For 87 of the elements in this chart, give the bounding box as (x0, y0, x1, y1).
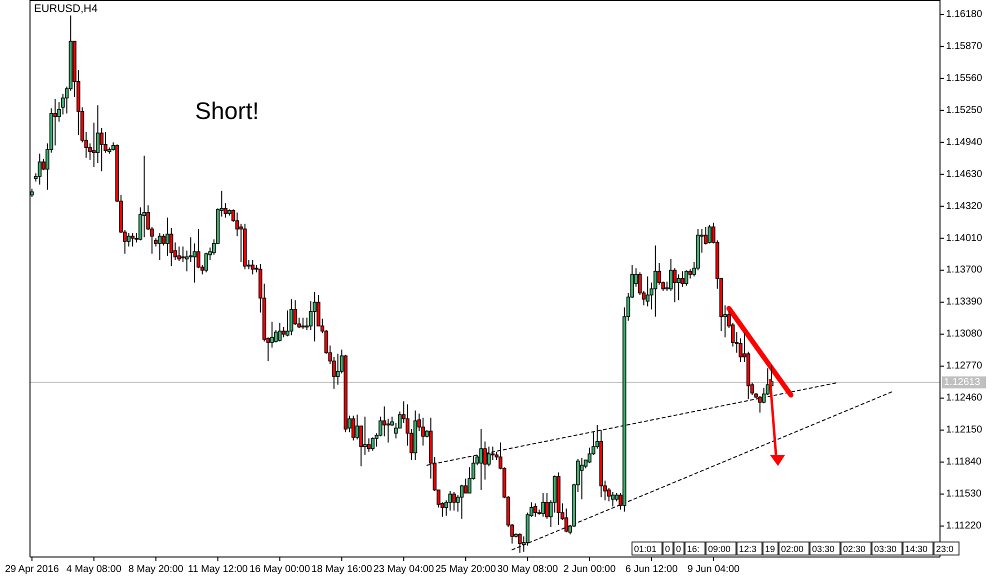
candlestick (126, 232, 131, 248)
annotation: 12:3 (739, 544, 757, 554)
y-tick-label: 1.13390 (946, 296, 983, 308)
candlestick (460, 484, 464, 520)
candlestick (181, 246, 185, 262)
candlestick (448, 490, 452, 512)
x-tick-label: 16 May 00:00 (249, 564, 310, 575)
annotation: 01:01 (634, 544, 657, 554)
candlestick (370, 436, 375, 452)
candlestick (758, 396, 762, 414)
x-tick-label: 4 May 08:00 (66, 564, 122, 575)
candlestick (580, 457, 584, 500)
candlestick (53, 98, 58, 146)
candlestick (708, 224, 712, 244)
x-tick-label: 29 Apr 2016 (4, 564, 60, 575)
annotation: Short! (195, 98, 260, 125)
y-tick-label: 1.15870 (946, 40, 983, 52)
x-tick-label: 23 May 04:00 (373, 564, 434, 575)
candlestick (676, 274, 680, 301)
annotation: 19 (765, 544, 776, 554)
y-tick-label: 1.12460 (946, 392, 983, 404)
candlestick (166, 217, 170, 256)
y-tick-label: 1.12770 (946, 360, 983, 372)
candlestick (464, 478, 468, 494)
annotation: 03:30 (874, 544, 897, 554)
x-tick-label: 25 May 20:00 (435, 564, 496, 575)
y-tick-label: 1.14630 (946, 168, 983, 180)
candlestick (142, 155, 146, 238)
candlestick (490, 446, 495, 461)
y-tick-label: 1.15560 (946, 72, 983, 84)
y-tick-label: 1.15250 (946, 104, 983, 116)
candlestick (162, 234, 166, 246)
candlestick (301, 317, 305, 330)
y-tick-label: 1.11220 (946, 520, 982, 532)
annotation: 0 (665, 544, 670, 554)
candlestick (290, 298, 294, 336)
candlestick (638, 272, 642, 296)
chart-title: EURUSD,H4 (34, 3, 98, 15)
candlestick (386, 418, 390, 444)
candlestick (654, 244, 658, 318)
y-tick-label: 1.16180 (946, 8, 983, 20)
candlestick (533, 502, 538, 518)
y-tick-label: 1.14010 (946, 232, 983, 244)
candlestick (351, 415, 356, 441)
candlestick (684, 270, 688, 286)
candlestick (452, 492, 456, 512)
annotation: 02:00 (781, 544, 804, 554)
x-tick-label: 30 May 08:00 (497, 564, 558, 575)
candlestick (672, 268, 677, 303)
annotation: 0 (676, 544, 682, 554)
x-tick-label: 2 Jun 00:00 (563, 564, 616, 575)
y-tick-label: 1.14940 (946, 136, 983, 148)
candlestick (282, 326, 286, 338)
x-tick-label: 8 May 20:00 (128, 564, 184, 575)
x-tick-label: 11 May 12:00 (188, 564, 248, 575)
candlestick (646, 276, 650, 307)
annotation: 02:30 (843, 544, 866, 554)
y-tick-label: 1.13700 (946, 264, 983, 276)
x-tick-label: 18 May 16:00 (311, 564, 372, 575)
candlestick (545, 492, 549, 520)
candlestick (38, 153, 42, 186)
candlestick (250, 259, 255, 275)
candlestick (92, 122, 96, 168)
candlestick (479, 428, 483, 490)
candlestick (177, 246, 181, 262)
candlestick (278, 322, 282, 342)
annotation: 23:0 (936, 544, 954, 554)
y-tick-label: 1.11530 (946, 488, 982, 500)
candlestick (421, 417, 425, 446)
candlestick (158, 232, 162, 260)
y-tick-label: 1.13080 (946, 328, 983, 340)
annotation: 14:30 (905, 544, 928, 554)
annotation: 09:00 (708, 544, 731, 554)
x-tick-label: 6 Jun 12:00 (625, 564, 678, 575)
annotation: 03:30 (812, 544, 835, 554)
y-tick-label: 1.12150 (946, 424, 983, 436)
candlestick (610, 492, 615, 507)
candlestick (363, 416, 367, 456)
annotation: 16: (687, 544, 700, 554)
candlestick (336, 353, 340, 386)
x-tick-label: 9 Jun 04:00 (687, 564, 740, 575)
y-tick-label: 1.14320 (946, 200, 983, 212)
ref-line-label: 1.12613 (944, 376, 981, 388)
candlestick (312, 291, 316, 342)
candlestick (100, 127, 104, 172)
candlestick (541, 492, 545, 518)
y-tick-label: 1.11840 (946, 456, 982, 468)
